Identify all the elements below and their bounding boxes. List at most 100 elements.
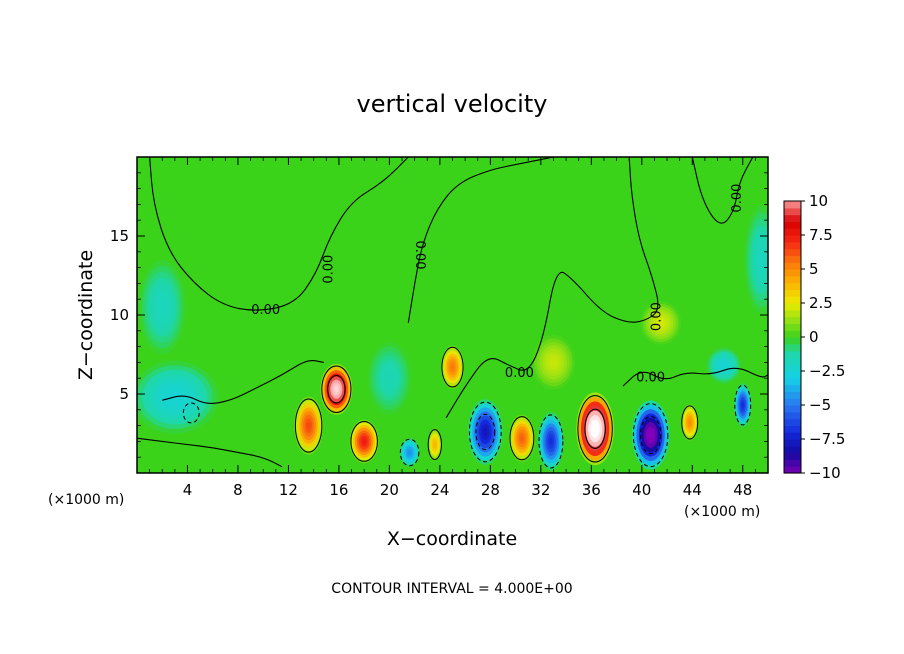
field-feature [576, 392, 614, 466]
colorbar-segment [784, 248, 801, 256]
velocity-field [137, 157, 768, 473]
contour-line [584, 408, 606, 449]
contour-line [327, 375, 346, 404]
field-level [451, 364, 454, 370]
contour-label: 0.00 [321, 255, 336, 284]
y-tick-label: 10 [110, 306, 129, 324]
x-tick-label: 48 [733, 481, 752, 499]
colorbar-segment [784, 439, 801, 447]
contour-label: 0.00 [251, 303, 280, 318]
colorbar-label: −2.5 [809, 362, 845, 380]
field-level [334, 386, 339, 393]
field-feature [440, 345, 465, 389]
colorbar-label: 0 [809, 328, 819, 346]
field-level [550, 358, 557, 366]
contour-line [577, 395, 613, 463]
y-tick-label: 15 [110, 227, 129, 245]
colorbar-segment [784, 289, 801, 297]
field-level [159, 301, 166, 314]
colorbar-segment [784, 350, 801, 358]
contour-label: 0.00 [636, 371, 665, 386]
colorbar-segment [784, 323, 801, 331]
contour-line [399, 438, 420, 467]
x-tick-label: 28 [481, 481, 500, 499]
contour-line [734, 384, 752, 426]
field-feature [631, 400, 670, 470]
field-level [386, 373, 393, 383]
x-tick-label: 8 [233, 481, 243, 499]
colorbar-label: −5 [809, 396, 831, 414]
contour-line [639, 415, 662, 455]
colorbar-segment [784, 398, 801, 406]
x-tick-label: 44 [683, 481, 702, 499]
field-feature [744, 205, 768, 315]
y-axis-label: Z−coordinate [75, 250, 97, 380]
y-axis: 5 10 15 [110, 172, 768, 458]
colorbar-segment [784, 371, 801, 379]
field-level [362, 438, 366, 445]
colorbar-segment [784, 201, 801, 209]
field-level [520, 435, 524, 442]
contour-line [182, 402, 200, 424]
field-level [483, 427, 488, 437]
field-level [759, 252, 764, 267]
colorbar-segment [784, 262, 801, 270]
zero-contour [162, 359, 324, 404]
colorbar-label: 7.5 [809, 226, 833, 244]
x-unit-left: (×1000 m) [48, 492, 124, 508]
field-level [592, 424, 598, 434]
field-feature [427, 428, 443, 461]
contour-line [681, 405, 699, 440]
zero-contour [407, 157, 554, 323]
field-feature [320, 363, 353, 415]
field-feature [294, 396, 324, 455]
x-axis: 4 8 12 16 20 24 28 32 36 40 44 48 [149, 157, 756, 499]
field-level [549, 437, 553, 446]
field-feature [367, 341, 412, 415]
colorbar-segment [784, 418, 801, 426]
contour-line [468, 401, 502, 463]
x-tick-label: 32 [531, 481, 550, 499]
contour-label: 0.00 [730, 184, 745, 213]
y-tick-label: 5 [119, 385, 129, 403]
colorbar-segment [784, 269, 801, 277]
colorbar-label: −10 [809, 464, 841, 482]
x-tick-label: 20 [380, 481, 399, 499]
field-level [688, 420, 691, 425]
x-unit-right: (×1000 m) [684, 504, 760, 520]
colorbar-segment [784, 207, 801, 216]
colorbar-label: −7.5 [809, 430, 845, 448]
colorbar-segment [784, 214, 801, 222]
zero-contour [137, 437, 283, 468]
colorbar-segment [784, 296, 801, 304]
field-level [721, 363, 727, 368]
field-feature [139, 259, 186, 355]
zero-contour [622, 367, 768, 387]
contour-line [475, 413, 496, 451]
contour-label: 0.00 [505, 366, 534, 381]
colorbar-segment [784, 343, 801, 352]
colorbar-segment [784, 432, 801, 440]
colorbar-segment [784, 255, 801, 263]
x-tick-label: 24 [430, 481, 449, 499]
contour-line [441, 346, 464, 388]
field-feature [508, 414, 535, 462]
contour-line [427, 429, 442, 460]
field-feature [537, 412, 564, 471]
contour-line [509, 416, 535, 461]
field-feature [137, 360, 219, 434]
field-feature [399, 437, 420, 467]
contour-line [321, 365, 352, 413]
zero-contour [149, 157, 409, 311]
x-tick-label: 4 [183, 481, 193, 499]
colorbar-segment [784, 282, 801, 290]
colorbar-segment [784, 241, 801, 250]
colorbar-segment [784, 235, 801, 243]
x-axis-label: X−coordinate [387, 528, 517, 550]
field-feature [531, 335, 576, 390]
field-level [741, 402, 744, 408]
field-feature [706, 347, 742, 384]
colorbar: 10 7.5 5 2.5 0 −2.5 −5 −7.5 −10 [783, 192, 845, 482]
field-level [433, 442, 436, 447]
